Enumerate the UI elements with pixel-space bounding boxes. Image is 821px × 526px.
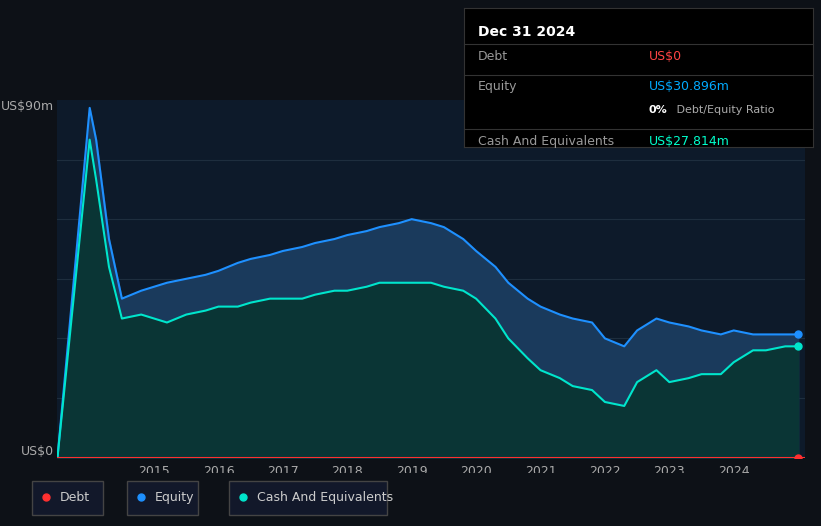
Text: Cash And Equivalents: Cash And Equivalents [257,491,393,503]
Text: US$27.814m: US$27.814m [649,135,730,148]
Text: Dec 31 2024: Dec 31 2024 [478,25,575,38]
Text: US$90m: US$90m [1,100,53,113]
Text: Debt: Debt [60,491,89,503]
Text: US$0: US$0 [649,50,682,63]
Text: Cash And Equivalents: Cash And Equivalents [478,135,614,148]
Text: Debt: Debt [478,50,508,63]
FancyBboxPatch shape [229,481,387,515]
Text: Equity: Equity [154,491,194,503]
Text: Debt/Equity Ratio: Debt/Equity Ratio [673,105,775,116]
FancyBboxPatch shape [126,481,198,515]
Text: US$30.896m: US$30.896m [649,80,730,94]
Text: 0%: 0% [649,105,667,116]
FancyBboxPatch shape [32,481,103,515]
Text: Equity: Equity [478,80,517,94]
Text: US$0: US$0 [21,444,53,458]
